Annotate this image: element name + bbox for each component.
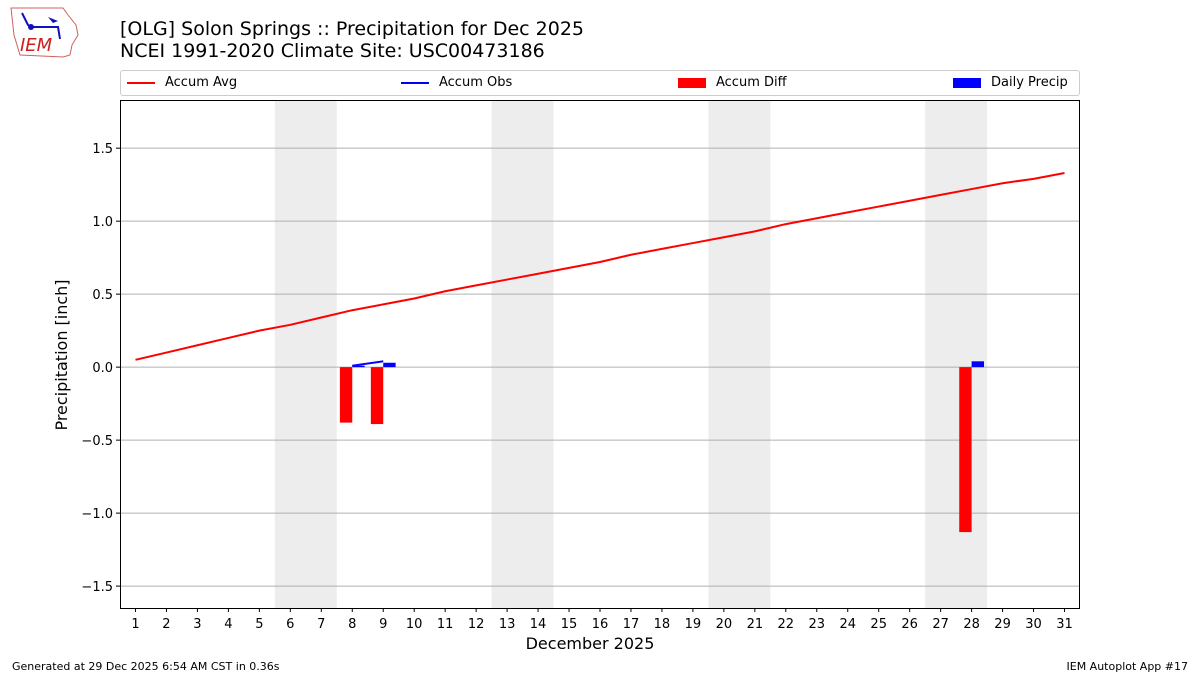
legend-accum-obs: Accum Obs <box>401 75 512 90</box>
x-tick-label: 1 <box>131 617 139 632</box>
x-tick-label: 19 <box>685 617 702 632</box>
weekend-shade <box>491 100 554 608</box>
y-tick-label: 1.5 <box>92 142 113 157</box>
x-tick-label: 16 <box>592 617 609 632</box>
y-axis-label: Precipitation [inch] <box>52 279 71 430</box>
legend-accum-diff: Accum Diff <box>678 75 787 90</box>
x-tick-label: 26 <box>901 617 918 632</box>
y-tick-label: −1.0 <box>81 507 113 522</box>
x-tick-label: 10 <box>406 617 423 632</box>
x-tick-label: 15 <box>561 617 578 632</box>
x-tick-label: 21 <box>747 617 764 632</box>
footer-app: IEM Autoplot App #17 <box>1066 660 1189 673</box>
line-accum-avg <box>135 172 1065 361</box>
weekend-shade <box>925 100 988 608</box>
x-tick-label: 24 <box>839 617 856 632</box>
legend: Accum Avg Accum Obs Accum Diff Daily Pre… <box>120 70 1080 96</box>
y-tick-label: −1.5 <box>81 580 113 595</box>
x-tick-label: 18 <box>654 617 671 632</box>
bar-accum-diff <box>339 367 353 423</box>
x-tick-label: 8 <box>348 617 356 632</box>
y-tick-label: 1.0 <box>92 215 113 230</box>
x-tick-label: 31 <box>1056 617 1073 632</box>
bar-accum-diff <box>370 367 384 425</box>
bar-daily-precip <box>352 365 365 368</box>
x-tick-label: 29 <box>994 617 1011 632</box>
x-tick-label: 28 <box>963 617 980 632</box>
x-tick-label: 22 <box>778 617 795 632</box>
x-tick-label: 13 <box>499 617 516 632</box>
line-accum-obs <box>352 360 384 367</box>
y-tick-label: 0.5 <box>92 288 113 303</box>
legend-accum-avg: Accum Avg <box>127 75 237 90</box>
svg-text:IEM: IEM <box>20 35 53 56</box>
y-tick-label: 0.0 <box>92 361 113 376</box>
weekend-shade <box>708 100 771 608</box>
x-axis-label: December 2025 <box>526 634 655 653</box>
x-tick-label: 23 <box>809 617 826 632</box>
x-tick-label: 17 <box>623 617 640 632</box>
chart-title: [OLG] Solon Springs :: Precipitation for… <box>120 18 585 62</box>
x-tick-label: 3 <box>193 617 201 632</box>
x-tick-label: 12 <box>468 617 485 632</box>
x-tick-label: 7 <box>317 617 325 632</box>
bar-daily-precip <box>971 361 984 368</box>
iem-logo: IEM <box>8 5 80 60</box>
x-tick-label: 14 <box>530 617 547 632</box>
legend-daily-precip: Daily Precip <box>953 75 1068 90</box>
x-tick-label: 4 <box>224 617 232 632</box>
x-tick-label: 6 <box>286 617 294 632</box>
x-tick-label: 11 <box>437 617 454 632</box>
x-tick-label: 2 <box>162 617 170 632</box>
footer-generated: Generated at 29 Dec 2025 6:54 AM CST in … <box>12 660 280 673</box>
y-tick-label: −0.5 <box>81 434 113 449</box>
bar-daily-precip <box>383 362 396 368</box>
weekend-shade <box>274 100 337 608</box>
x-tick-label: 25 <box>870 617 887 632</box>
bar-accum-diff <box>959 367 972 533</box>
x-tick-label: 20 <box>716 617 733 632</box>
x-tick-label: 5 <box>255 617 263 632</box>
x-tick-label: 9 <box>379 617 387 632</box>
x-tick-label: 27 <box>932 617 949 632</box>
x-tick-label: 30 <box>1025 617 1042 632</box>
